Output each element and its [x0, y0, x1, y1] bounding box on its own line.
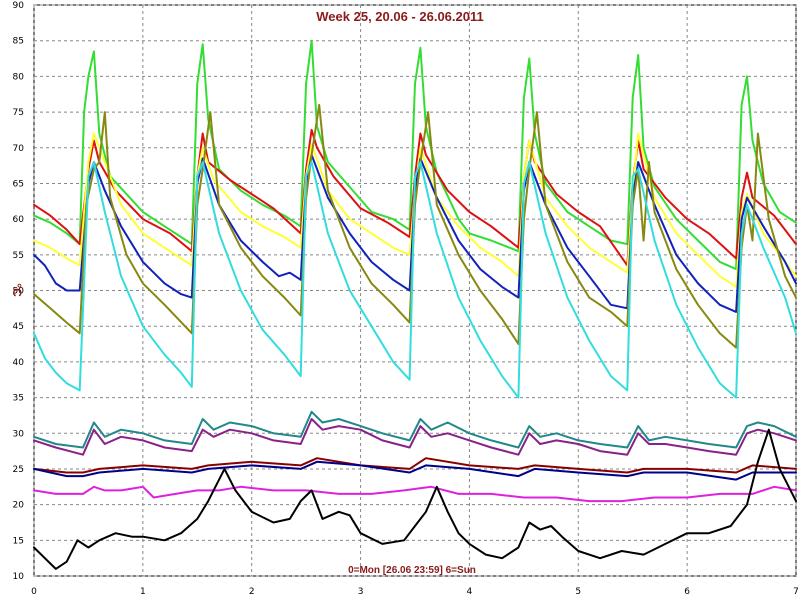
y-tick-label: 20 [13, 501, 25, 511]
x-axis-ticks: 0 1 2 3 4 5 6 7 [31, 587, 799, 597]
y-axis-label: °C [10, 283, 24, 297]
y-tick-label: 80 [13, 72, 25, 82]
y-tick-label: 15 [13, 536, 24, 546]
y-tick-label: 30 [13, 429, 25, 439]
chart-title: Week 25, 20.06 - 26.06.2011 [316, 9, 483, 24]
y-tick-label: 50 [13, 287, 25, 297]
series-line-11 [33, 485, 797, 503]
y-tick-label: 85 [13, 37, 24, 47]
x-tick-label: 6 [684, 587, 690, 597]
y-tick-label: 65 [13, 179, 24, 189]
x-tick-label: 3 [358, 587, 364, 597]
series-line-6 [33, 161, 797, 399]
series-layer [33, 39, 797, 570]
y-tick-label: 70 [13, 144, 25, 154]
x-tick-label: 4 [467, 587, 473, 597]
series-line-7 [33, 410, 797, 449]
y-tick-label: 35 [13, 394, 24, 404]
series-line-1 [33, 39, 797, 271]
series-line-9 [33, 457, 797, 474]
y-tick-label: 40 [13, 358, 25, 368]
x-tick-label: 7 [793, 587, 799, 597]
x-tick-label: 1 [140, 587, 146, 597]
y-tick-label: 25 [13, 465, 24, 475]
y-tick-label: 60 [13, 215, 25, 225]
series-line-12 [33, 428, 797, 570]
series-line-8 [33, 418, 797, 456]
y-tick-label: 90 [13, 1, 25, 11]
y-tick-label: 10 [13, 572, 25, 582]
x-tick-label: 0 [31, 587, 37, 597]
y-tick-label: 45 [13, 322, 24, 332]
series-line-4 [33, 153, 797, 313]
x-tick-label: 5 [575, 587, 581, 597]
series-line-10 [33, 460, 797, 481]
y-tick-label: 75 [13, 108, 24, 118]
x-tick-label: 2 [249, 587, 255, 597]
y-axis-ticks: 10 15 20 25 30 35 40 45 50 55 60 65 70 75 80 85 90 [13, 1, 25, 582]
y-tick-label: 55 [13, 251, 24, 261]
x-axis-label: 0=Mon [26.06 23:59] 6=Sun [348, 565, 476, 576]
